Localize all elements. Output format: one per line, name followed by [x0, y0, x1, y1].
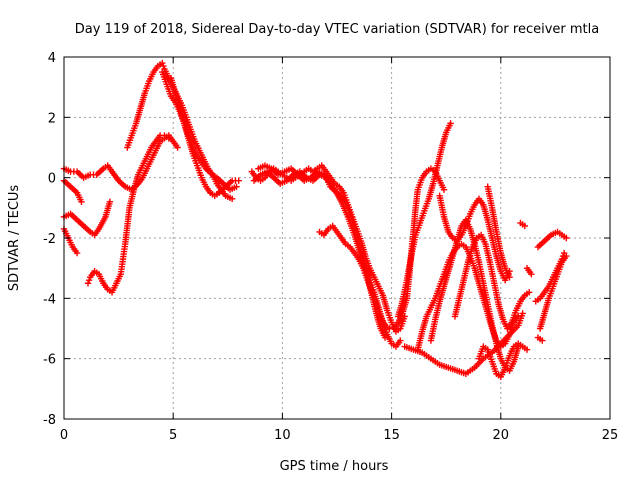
data-point [397, 337, 404, 344]
y-tick-label: -8 [43, 413, 56, 428]
grid-lines [64, 57, 610, 419]
data-point-fill [160, 62, 167, 70]
data-point [539, 337, 546, 344]
data-point [228, 195, 236, 202]
data-point [106, 198, 114, 205]
x-tick-label: 25 [602, 428, 619, 443]
y-tick-label: 0 [48, 172, 56, 187]
data-point [235, 177, 242, 184]
y-tick-label: -6 [43, 353, 56, 368]
data-point [440, 186, 448, 193]
data-point [563, 234, 570, 242]
data-point-fill [85, 277, 93, 284]
x-tick-label: 10 [274, 428, 291, 443]
x-tick-label: 0 [60, 428, 68, 443]
data-point [381, 334, 389, 341]
x-tick-label: 15 [383, 428, 400, 443]
y-tick-label: -2 [43, 232, 56, 247]
data-point [447, 120, 454, 127]
y-tick-label: 4 [48, 51, 56, 66]
y-axis-label: SDTVAR / TECUs [7, 185, 22, 292]
data-point [233, 183, 240, 190]
data-point [519, 310, 526, 317]
chart-title: Day 119 of 2018, Sidereal Day-to-day VTE… [75, 22, 599, 37]
x-tick-label: 20 [493, 428, 510, 443]
data-point [506, 274, 513, 281]
data-point [525, 289, 533, 296]
data-point [78, 198, 85, 205]
data-points [60, 59, 570, 380]
y-tick-label: 2 [48, 111, 56, 126]
x-tick-label: 5 [169, 428, 177, 443]
data-point [73, 249, 81, 257]
data-point [528, 271, 535, 278]
data-point [165, 135, 173, 142]
data-point [523, 346, 531, 353]
data-point [84, 280, 92, 287]
data-point [174, 144, 181, 151]
x-axis-label: GPS time / hours [280, 459, 389, 474]
axis-ticks: 0 5 10 15 20 25 -8 -6 -4 -2 0 2 4 [43, 51, 618, 443]
data-point [515, 313, 522, 320]
data-point [521, 222, 529, 230]
data-point [159, 59, 166, 67]
y-tick-label: -4 [43, 292, 56, 307]
data-point [563, 252, 570, 260]
